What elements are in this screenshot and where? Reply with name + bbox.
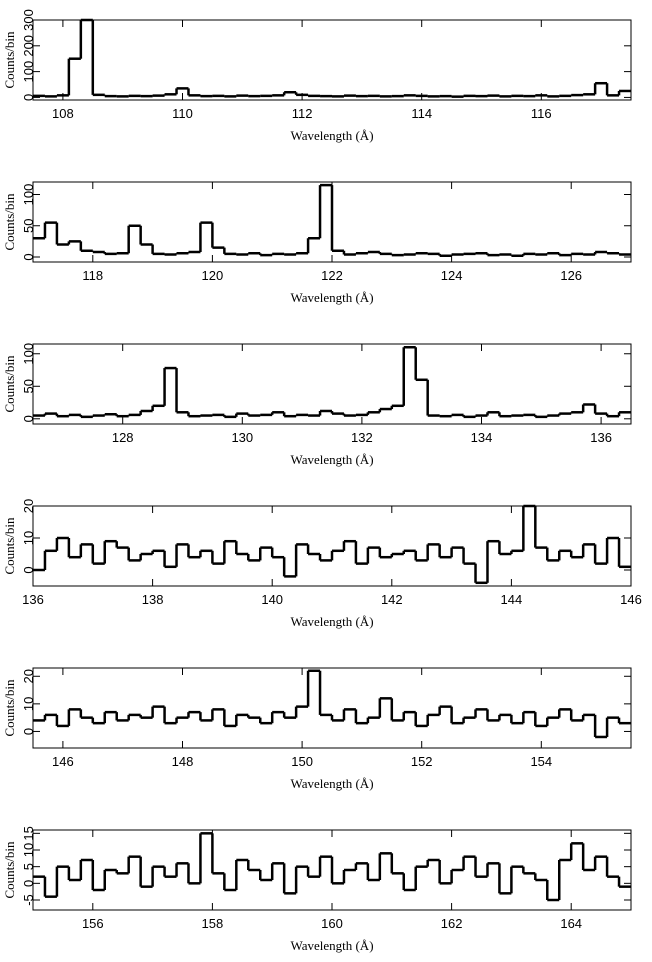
y-tick-label: 20	[21, 499, 36, 513]
x-tick-label: 138	[142, 592, 164, 607]
x-tick-label: 134	[471, 430, 493, 445]
x-axis-label: Wavelength (Å)	[290, 290, 373, 305]
x-tick-label: 158	[202, 916, 224, 931]
y-tick-label: 0	[21, 94, 36, 101]
x-axis-label: Wavelength (Å)	[290, 614, 373, 629]
y-tick-label: 15	[21, 826, 36, 840]
x-tick-label: 146	[52, 754, 74, 769]
y-tick-label: 100	[21, 184, 36, 206]
y-axis-label: Counts/bin	[2, 355, 17, 413]
y-axis-label: Counts/bin	[2, 31, 17, 89]
y-tick-label: 10	[21, 697, 36, 711]
x-tick-label: 154	[530, 754, 552, 769]
y-tick-label: 0	[21, 415, 36, 422]
y-tick-label: 10	[21, 531, 36, 545]
x-tick-label: 146	[620, 592, 642, 607]
y-tick-label: 200	[21, 35, 36, 57]
y-tick-label: 100	[21, 61, 36, 83]
y-axis-label: Counts/bin	[2, 841, 17, 899]
x-tick-label: 140	[261, 592, 283, 607]
x-axis-label: Wavelength (Å)	[290, 452, 373, 467]
x-tick-label: 110	[172, 106, 193, 121]
x-tick-label: 160	[321, 916, 343, 931]
y-tick-label: 0	[21, 253, 36, 260]
x-tick-label: 152	[411, 754, 433, 769]
x-axis-label: Wavelength (Å)	[290, 938, 373, 953]
x-tick-label: 150	[291, 754, 313, 769]
y-tick-label: 5	[21, 863, 36, 870]
x-axis-label: Wavelength (Å)	[290, 776, 373, 791]
x-tick-label: 130	[231, 430, 253, 445]
plot-frame	[32, 343, 632, 425]
y-axis-label: Counts/bin	[2, 679, 17, 737]
x-tick-label: 124	[441, 268, 463, 283]
y-axis-label: Counts/bin	[2, 517, 17, 575]
y-tick-label: 20	[21, 669, 36, 683]
y-tick-label: 10	[21, 843, 36, 857]
x-tick-label: 148	[172, 754, 194, 769]
x-tick-label: 120	[202, 268, 224, 283]
y-tick-label: 50	[21, 219, 36, 233]
plot-frame	[32, 19, 632, 101]
x-tick-label: 162	[441, 916, 463, 931]
plot-frame	[32, 505, 632, 587]
y-axis-label: Counts/bin	[2, 193, 17, 251]
x-tick-label: 112	[292, 106, 313, 121]
x-tick-label: 116	[531, 106, 552, 121]
x-axis-label: Wavelength (Å)	[290, 128, 373, 143]
y-tick-label: 50	[21, 379, 36, 393]
x-tick-label: 156	[82, 916, 104, 931]
x-tick-label: 128	[112, 430, 134, 445]
x-tick-label: 144	[501, 592, 523, 607]
y-tick-label: 0	[21, 566, 36, 573]
y-tick-label: -5	[21, 894, 36, 906]
y-tick-label: 300	[21, 9, 36, 31]
plot-frame	[32, 667, 632, 749]
x-tick-label: 136	[590, 430, 612, 445]
x-tick-label: 114	[411, 106, 432, 121]
x-tick-label: 122	[321, 268, 343, 283]
x-tick-label: 118	[82, 268, 103, 283]
x-tick-label: 132	[351, 430, 373, 445]
x-tick-label: 142	[381, 592, 403, 607]
x-tick-label: 108	[52, 106, 74, 121]
y-tick-label: 0	[21, 880, 36, 887]
y-tick-label: 0	[21, 728, 36, 735]
x-tick-label: 136	[22, 592, 44, 607]
x-tick-label: 164	[560, 916, 582, 931]
x-tick-label: 126	[560, 268, 582, 283]
y-tick-label: 100	[21, 343, 36, 365]
